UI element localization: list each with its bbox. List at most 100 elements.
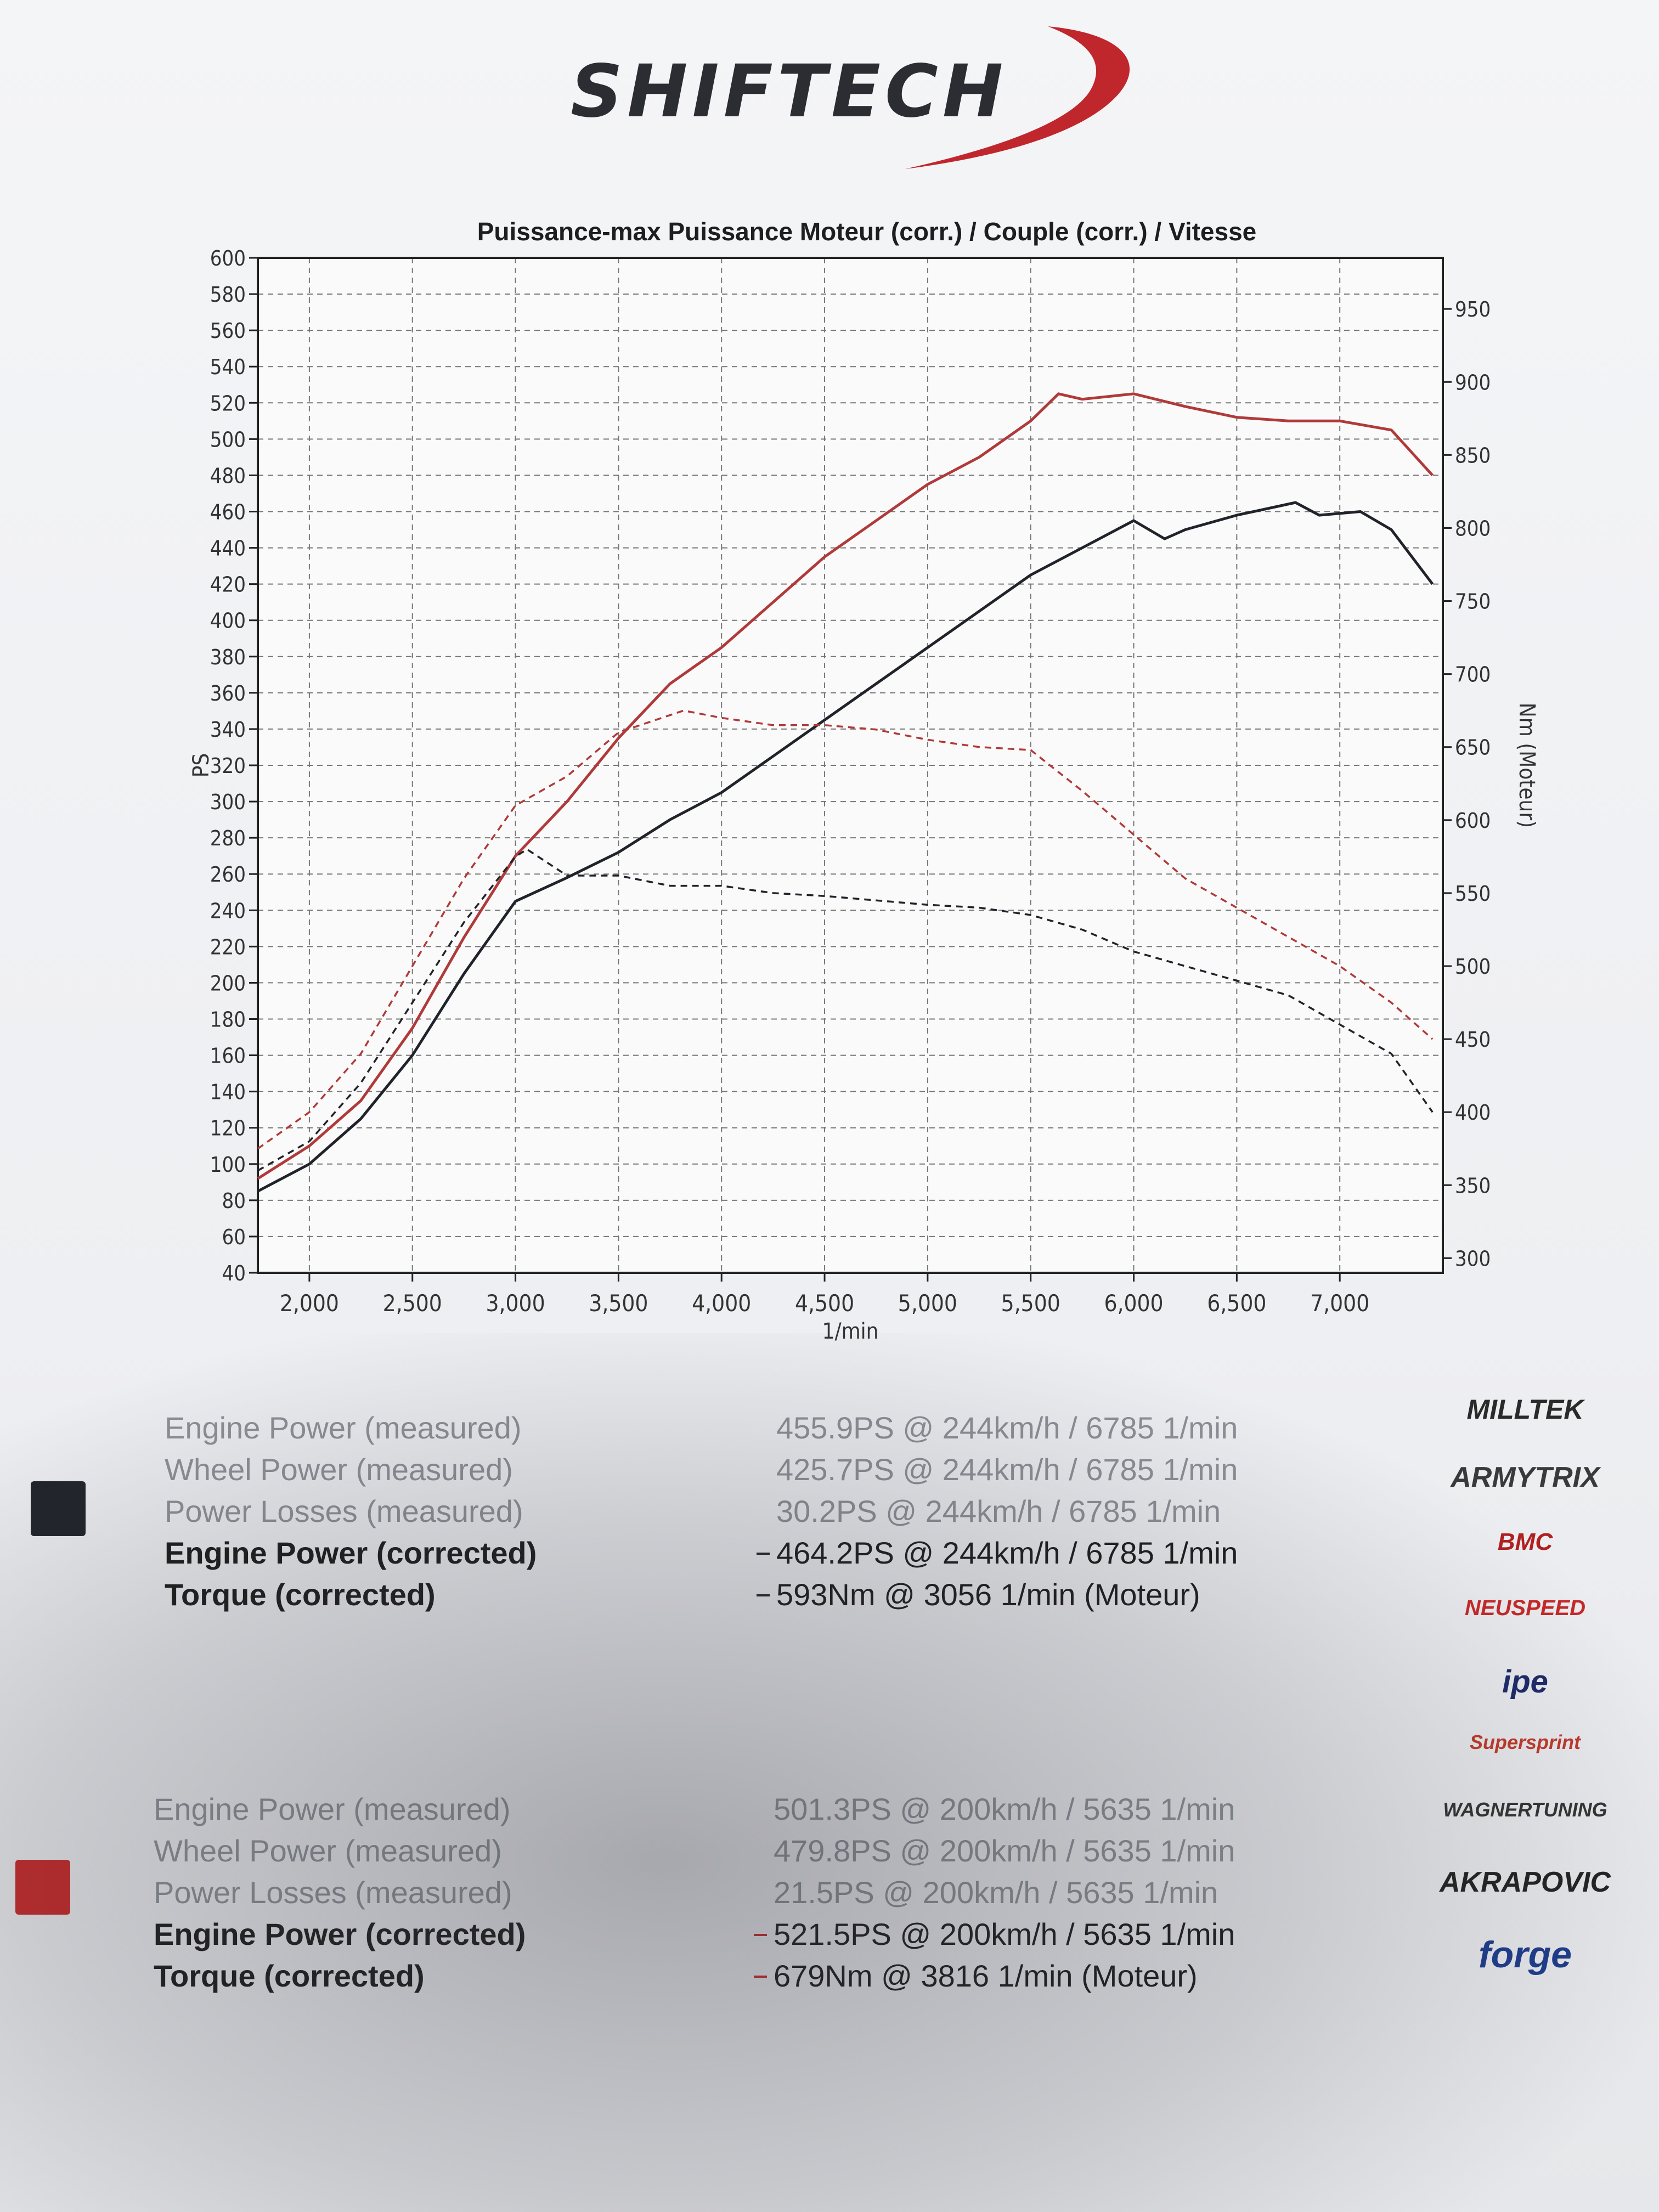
y-tick-label: 400 <box>210 609 246 633</box>
y-tick-label: 380 <box>210 645 246 669</box>
y2-tick-label: 500 <box>1455 955 1491 979</box>
y-tick-label: 500 <box>210 427 246 452</box>
run2-row-value: 21.5PS @ 200km/h / 5635 1/min <box>774 1875 1218 1910</box>
x-tick-label: 6,000 <box>1104 1290 1163 1317</box>
x-tick-label: 2,000 <box>280 1290 339 1317</box>
run1-row-value: 593Nm @ 3056 1/min (Moteur) <box>776 1577 1200 1612</box>
dyno-chart: 40 60 80 100 120 140 160 180 200 220 240 260 280 300 3… <box>189 246 1536 1344</box>
series-2-line <box>257 501 1434 1193</box>
y-tick-label: 180 <box>210 1008 246 1032</box>
chart-title: Puissance-max Puissance Moteur (corr.) /… <box>477 217 1257 246</box>
y2-axis-label: Nm (Moteur) <box>1514 703 1536 828</box>
x-tick-label: 3,500 <box>589 1290 648 1317</box>
y2-tick-label: 600 <box>1455 809 1491 833</box>
y-tick-label: 320 <box>210 754 246 778</box>
x-axis-label: 1/min <box>822 1319 879 1344</box>
x-tick-label: 5,500 <box>1001 1290 1060 1317</box>
y-tick-label: 60 <box>222 1225 246 1249</box>
run1-row-label: Engine Power (measured) <box>165 1410 522 1445</box>
run1-line-marker <box>757 1553 770 1555</box>
run1-row-value: 455.9PS @ 244km/h / 6785 1/min <box>776 1410 1238 1445</box>
y2-tick-label: 350 <box>1455 1173 1491 1198</box>
run2-row-label: Engine Power (corrected) <box>154 1917 526 1951</box>
series-3-line <box>257 709 1434 1150</box>
y-tick-label: 480 <box>210 464 246 488</box>
run2-row-value: 521.5PS @ 200km/h / 5635 1/min <box>774 1917 1235 1951</box>
y-tick-label: 80 <box>222 1189 246 1213</box>
y2-tick-label: 550 <box>1455 882 1491 906</box>
y2-tick-label: 400 <box>1455 1101 1491 1125</box>
y2-tick-label: 850 <box>1455 443 1491 467</box>
sponsor-logo-supersprint: Supersprint <box>1469 1731 1581 1753</box>
x-tick-label: 7,000 <box>1310 1290 1369 1317</box>
x-tick-label: 5,000 <box>898 1290 957 1317</box>
run2-line-marker <box>754 1934 767 1936</box>
sponsor-logo-milltek: MILLTEK <box>1466 1394 1584 1425</box>
run1-row-label: Torque (corrected) <box>165 1577 436 1612</box>
y-tick-label: 240 <box>210 899 246 923</box>
run2-row-label: Engine Power (measured) <box>154 1792 511 1826</box>
x-tick-label: 4,000 <box>692 1290 751 1317</box>
run1-row-label: Engine Power (corrected) <box>165 1536 537 1570</box>
y-tick-label: 140 <box>210 1080 246 1104</box>
run1-line-marker <box>757 1594 770 1596</box>
run1-row-value: 425.7PS @ 244km/h / 6785 1/min <box>776 1452 1238 1487</box>
y-tick-label: 160 <box>210 1044 246 1068</box>
y-tick-label: 360 <box>210 681 246 706</box>
y-tick-label: 420 <box>210 573 246 597</box>
run1-color-swatch <box>31 1481 86 1536</box>
run2-color-swatch <box>15 1860 70 1915</box>
y-tick-label: 520 <box>210 391 246 415</box>
sponsor-logo-armytrix: ARMYTRIX <box>1451 1462 1600 1493</box>
sponsor-logo-bmc: BMC <box>1497 1528 1553 1555</box>
x-tick-label: 6,500 <box>1207 1290 1266 1317</box>
y2-tick-label: 750 <box>1455 590 1491 614</box>
y-tick-label: 120 <box>210 1116 246 1141</box>
y-tick-label: 580 <box>210 283 246 307</box>
y-tick-label: 100 <box>210 1153 246 1177</box>
y-tick-label: 560 <box>210 319 246 343</box>
run2-row-value: 479.8PS @ 200km/h / 5635 1/min <box>774 1833 1235 1868</box>
x-tick-label: 2,500 <box>383 1290 442 1317</box>
logo-wordmark: SHIFTECH <box>571 49 1008 134</box>
run2-row-label: Wheel Power (measured) <box>154 1833 502 1868</box>
sponsor-logo-neuspeed: NEUSPEED <box>1464 1596 1586 1620</box>
logo-swoosh-icon <box>905 26 1130 169</box>
y-tick-label: 260 <box>210 862 246 887</box>
run1-row-value: 30.2PS @ 244km/h / 6785 1/min <box>776 1494 1221 1528</box>
series-1-line <box>257 392 1434 1180</box>
sponsor-logo-wagnertuning: WAGNERTUNING <box>1443 1798 1607 1821</box>
run1-row-value: 464.2PS @ 244km/h / 6785 1/min <box>776 1536 1238 1570</box>
y2-tick-label: 950 <box>1455 297 1491 321</box>
y-tick-label: 340 <box>210 718 246 742</box>
y-tick-label: 220 <box>210 935 246 959</box>
run2-row-value: 679Nm @ 3816 1/min (Moteur) <box>774 1959 1198 1993</box>
x-tick-label: 3,000 <box>486 1290 545 1317</box>
y-tick-label: 280 <box>210 826 246 850</box>
run2-row-label: Torque (corrected) <box>154 1959 425 1993</box>
series-4-line <box>257 848 1434 1172</box>
shiftech-logo: SHIFTECH <box>565 22 1147 176</box>
y-tick-label: 600 <box>210 246 246 270</box>
run1-row-label: Wheel Power (measured) <box>165 1452 513 1487</box>
y-tick-label: 200 <box>210 971 246 995</box>
y2-tick-label: 900 <box>1455 370 1491 394</box>
run2-line-marker <box>754 1976 767 1978</box>
sponsor-logo-forge: forge <box>1479 1934 1572 1976</box>
y2-tick-label: 650 <box>1455 736 1491 760</box>
y2-tick-label: 300 <box>1455 1246 1491 1271</box>
y-tick-label: 40 <box>222 1261 246 1285</box>
run1-row-label: Power Losses (measured) <box>165 1494 523 1528</box>
y-axis-label: PS <box>189 753 214 778</box>
run2-row-value: 501.3PS @ 200km/h / 5635 1/min <box>774 1792 1235 1826</box>
sponsor-logo-akrapovic: AKRAPOVIC <box>1439 1866 1611 1898</box>
y-tick-label: 540 <box>210 355 246 379</box>
y2-tick-label: 800 <box>1455 516 1491 540</box>
y-tick-label: 460 <box>210 500 246 524</box>
y2-tick-label: 700 <box>1455 663 1491 687</box>
y2-tick-label: 450 <box>1455 1028 1491 1052</box>
y-tick-label: 300 <box>210 790 246 814</box>
sponsor-logo-ipe: ipe <box>1502 1664 1548 1700</box>
y-tick-label: 440 <box>210 537 246 561</box>
run2-row-label: Power Losses (measured) <box>154 1875 512 1910</box>
